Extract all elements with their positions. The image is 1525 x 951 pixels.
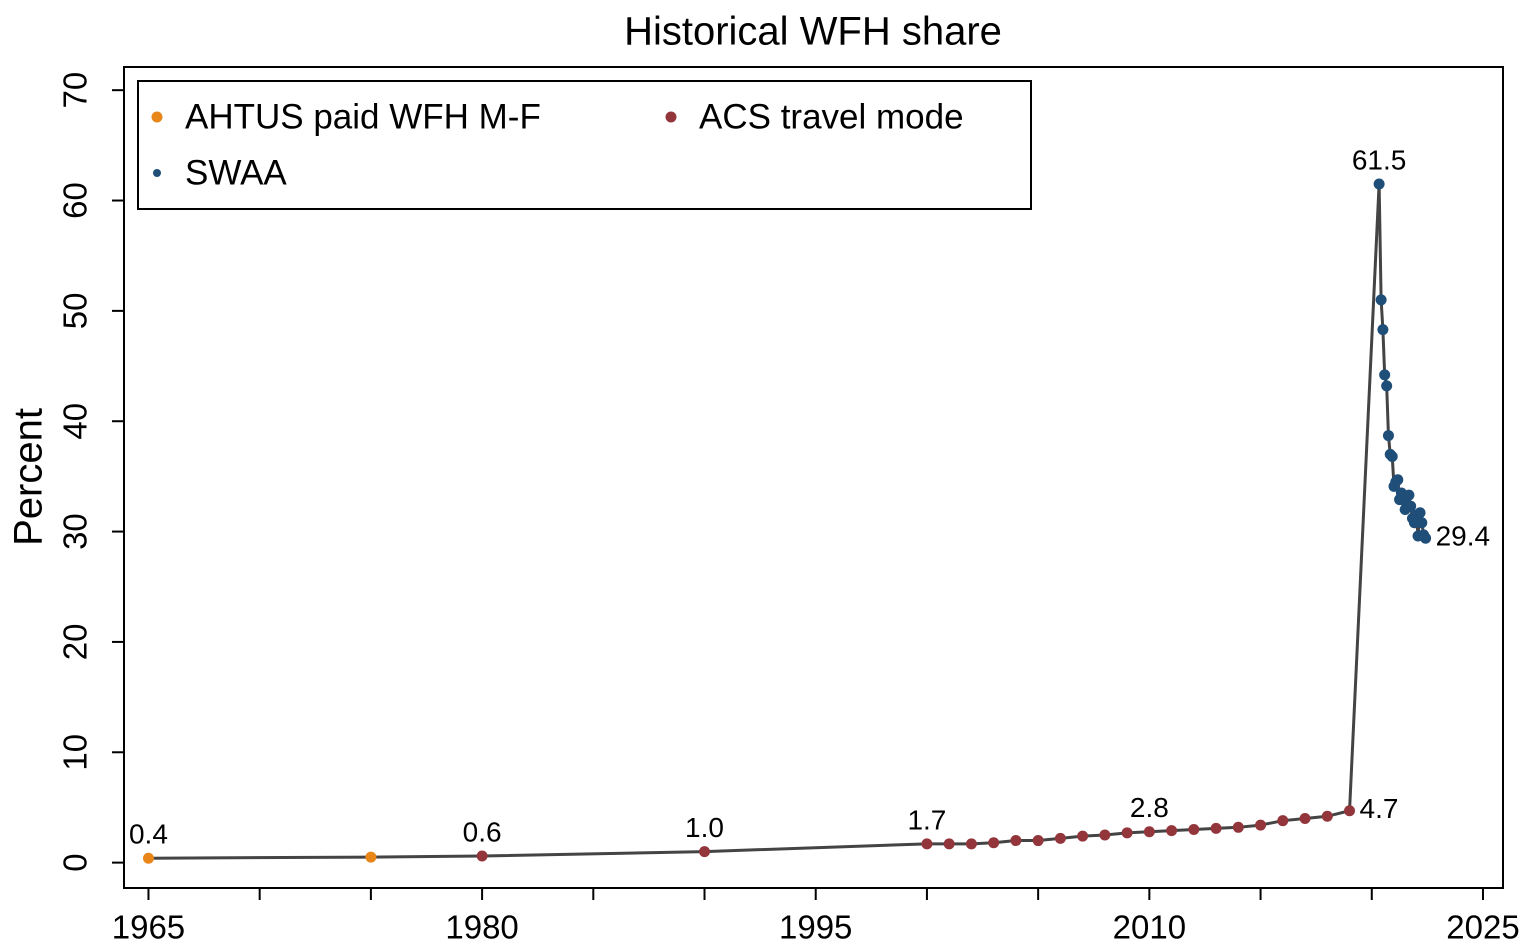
value-label: 1.7 xyxy=(907,804,946,835)
data-point xyxy=(1377,324,1389,336)
data-point xyxy=(1099,829,1111,841)
value-label: 0.6 xyxy=(463,816,502,847)
data-point xyxy=(1379,369,1391,381)
y-tick-label: 70 xyxy=(57,72,94,109)
data-point xyxy=(1143,826,1155,838)
data-point xyxy=(1121,827,1133,839)
y-tick-label: 0 xyxy=(57,853,94,871)
y-tick-label: 30 xyxy=(57,513,94,550)
data-point xyxy=(1232,821,1244,833)
value-label: 0.4 xyxy=(129,819,168,850)
plot-frame xyxy=(123,66,1504,889)
legend-marker xyxy=(153,169,161,177)
legend-marker xyxy=(151,111,163,123)
y-axis-label: Percent xyxy=(7,408,51,546)
data-point xyxy=(1321,810,1333,822)
data-point xyxy=(988,837,1000,849)
data-point xyxy=(1373,178,1385,190)
y-tick-label: 60 xyxy=(57,182,94,219)
data-point xyxy=(1188,824,1200,836)
data-point xyxy=(921,838,933,850)
data-point xyxy=(1032,835,1044,847)
series-line xyxy=(148,855,371,860)
value-label: 29.4 xyxy=(1436,521,1491,552)
y-tick-label: 50 xyxy=(57,293,94,330)
x-tick-label: 2010 xyxy=(1113,909,1186,946)
legend-label: AHTUS paid WFH M-F xyxy=(185,97,541,136)
data-point xyxy=(1299,812,1311,824)
legend-label: SWAA xyxy=(185,153,287,192)
data-point xyxy=(1416,517,1428,529)
data-point xyxy=(1381,380,1393,392)
data-point xyxy=(943,838,955,850)
data-point xyxy=(1414,507,1426,519)
series-line xyxy=(482,809,1350,858)
value-label: 2.8 xyxy=(1130,792,1169,823)
data-point xyxy=(142,852,154,864)
data-point xyxy=(965,838,977,850)
data-point xyxy=(1403,489,1415,501)
data-point xyxy=(1166,825,1178,837)
x-tick-label: 1995 xyxy=(779,909,852,946)
data-point xyxy=(1054,832,1066,844)
data-point xyxy=(1405,500,1417,512)
y-tick-label: 10 xyxy=(57,734,94,771)
data-point xyxy=(1386,451,1398,463)
data-point xyxy=(1375,294,1387,306)
data-point xyxy=(1255,819,1267,831)
series-connector xyxy=(370,854,483,859)
value-label: 4.7 xyxy=(1360,793,1399,824)
data-point xyxy=(1420,532,1432,544)
chart-title: Historical WFH share xyxy=(624,10,1002,54)
data-point xyxy=(476,850,488,862)
value-label: 1.0 xyxy=(685,812,724,843)
y-tick-label: 20 xyxy=(57,624,94,661)
data-point xyxy=(699,846,711,858)
x-tick-label: 2025 xyxy=(1446,909,1519,946)
x-tick-label: 1980 xyxy=(445,909,518,946)
x-tick-label: 1965 xyxy=(112,909,185,946)
legend-label: ACS travel mode xyxy=(699,97,964,136)
legend-box xyxy=(137,80,1032,210)
series-line xyxy=(1377,183,1427,539)
series-connector xyxy=(1348,183,1381,811)
y-tick-label: 40 xyxy=(57,403,94,440)
data-point xyxy=(1382,430,1394,442)
data-point xyxy=(1210,822,1222,834)
data-point xyxy=(1392,474,1404,486)
data-point xyxy=(1344,805,1356,817)
legend-marker xyxy=(665,111,677,123)
data-point xyxy=(1277,815,1289,827)
value-label: 61.5 xyxy=(1352,144,1407,175)
data-point xyxy=(1077,830,1089,842)
data-point xyxy=(365,851,377,863)
data-point xyxy=(1010,835,1022,847)
